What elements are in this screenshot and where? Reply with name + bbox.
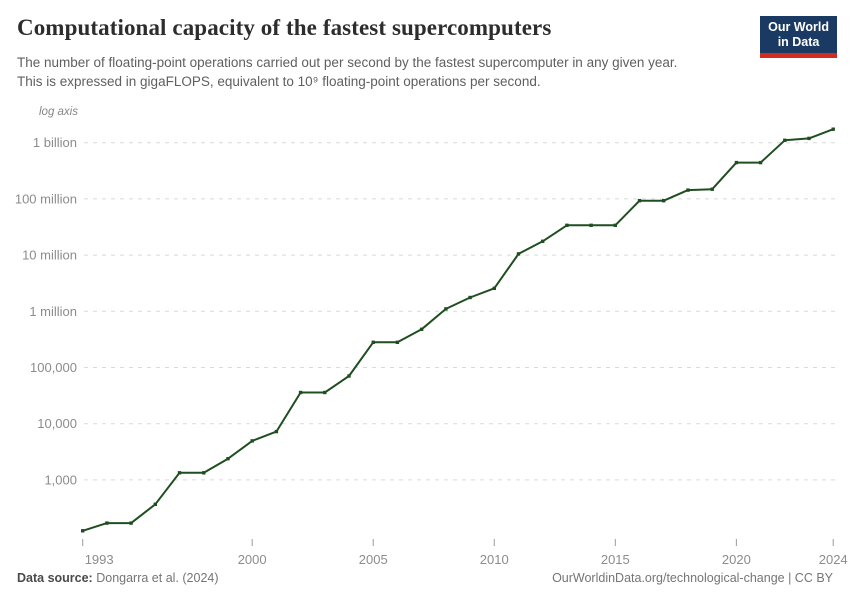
data-point (323, 390, 327, 395)
y-tick-label: 100,000 (30, 360, 77, 375)
owid-logo: Our World in Data (760, 16, 837, 58)
footer-link[interactable]: OurWorldinData.org/technological-change … (552, 571, 833, 585)
chart-footer: Data source: Dongarra et al. (2024) OurW… (17, 570, 833, 586)
data-source-label: Data source: (17, 571, 93, 585)
data-point (347, 374, 351, 378)
data-point (177, 471, 182, 475)
data-point (662, 199, 666, 203)
x-tick-label: 2005 (359, 552, 388, 567)
chart-subtitle: The number of floating-point operations … (17, 53, 677, 91)
data-point (589, 223, 593, 227)
data-point (419, 327, 424, 331)
data-line (81, 128, 835, 532)
y-tick-label: 1 million (29, 304, 77, 319)
data-point (783, 138, 787, 142)
y-tick-label: 10 million (22, 248, 77, 263)
data-point (444, 307, 448, 311)
data-point (710, 187, 714, 191)
data-point (541, 239, 545, 243)
data-point (613, 223, 617, 227)
subtitle-line-2: This is expressed in gigaFLOPS, equivale… (17, 74, 541, 89)
y-tick-label: 100 million (15, 191, 77, 206)
data-point (395, 340, 400, 344)
data-point (371, 340, 375, 344)
data-point (492, 286, 496, 290)
data-point (734, 160, 739, 165)
subtitle-line-1: The number of floating-point operations … (17, 55, 678, 70)
x-tick-label: 2000 (238, 552, 267, 567)
data-source: Data source: Dongarra et al. (2024) (17, 570, 219, 586)
x-tick-label: 2024 (819, 552, 848, 567)
x-tick-label: 2015 (601, 552, 630, 567)
data-point (202, 471, 206, 475)
log-axis-note: log axis (39, 106, 78, 118)
data-point (831, 127, 835, 131)
data-source-value: Dongarra et al. (2024) (96, 571, 219, 585)
x-tick-label: 1993 (85, 552, 114, 567)
data-point (105, 521, 109, 525)
data-point (226, 457, 230, 461)
logo-line-1: Our World (768, 20, 829, 34)
data-point (516, 252, 521, 256)
data-point (468, 295, 472, 300)
data-point (250, 439, 254, 443)
y-tick-label: 1,000 (44, 472, 77, 487)
data-point (153, 502, 157, 506)
data-point (758, 160, 763, 165)
data-point (81, 529, 85, 533)
data-point (298, 390, 303, 395)
data-point (686, 188, 690, 192)
logo-line-2: in Data (777, 35, 820, 49)
data-point (129, 521, 133, 525)
y-tick-label: 1 billion (33, 135, 77, 150)
data-point (637, 199, 642, 203)
page-title: Computational capacity of the fastest su… (17, 15, 552, 40)
x-tick-label: 2010 (480, 552, 509, 567)
y-tick-label: 10,000 (37, 416, 77, 431)
data-point (565, 223, 569, 227)
data-point (807, 136, 811, 141)
data-point (274, 429, 279, 434)
x-tick-label: 2020 (722, 552, 751, 567)
